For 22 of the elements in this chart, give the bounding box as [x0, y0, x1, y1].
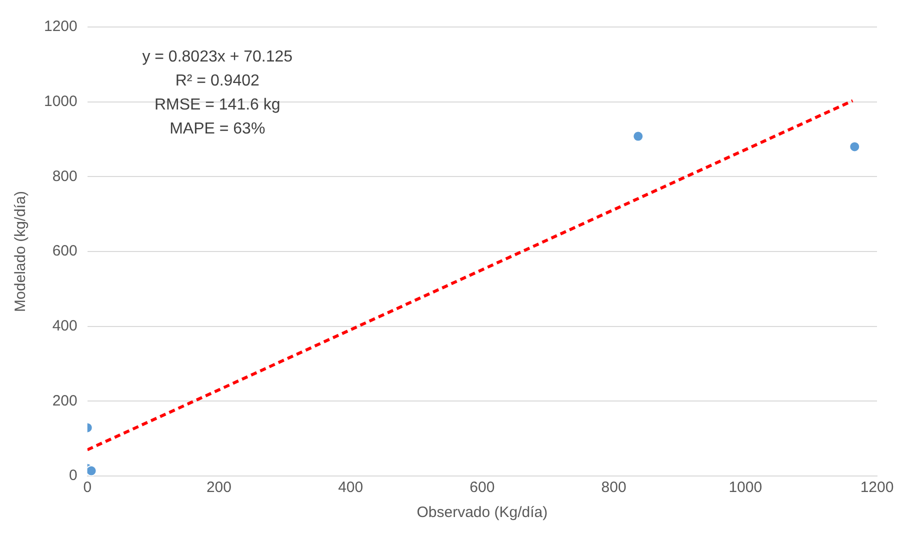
x-tick-label: 1000 [728, 479, 762, 496]
x-tick-label: 800 [601, 479, 626, 496]
y-tick-label: 0 [69, 467, 78, 484]
x-tick-label: 200 [206, 479, 232, 496]
point [849, 141, 860, 152]
annotation: y = 0.8023x + 70.125 [142, 48, 293, 66]
y-axis-title: Modelado (kg/día) [12, 191, 30, 312]
y-tick-label: 600 [52, 242, 78, 260]
y-tick-label: 1000 [44, 92, 78, 110]
annotation: R² = 0.9402 [175, 72, 260, 90]
x-tick-label: 600 [470, 479, 495, 496]
x-axis-title: Observado (Kg/día) [416, 504, 548, 522]
y-tick-label: 800 [52, 168, 78, 185]
y-tick-label: 1200 [44, 18, 78, 36]
annotation: RMSE = 141.6 kg [154, 96, 280, 114]
x-tick-label: 1200 [860, 479, 894, 496]
y-tick-label: 400 [52, 317, 78, 334]
point [632, 130, 644, 142]
annotation: MAPE = 63% [170, 120, 266, 138]
x-tick-label: 400 [338, 479, 364, 496]
y-tick-label: 200 [52, 392, 78, 410]
x-tick-label: 0 [83, 479, 92, 496]
